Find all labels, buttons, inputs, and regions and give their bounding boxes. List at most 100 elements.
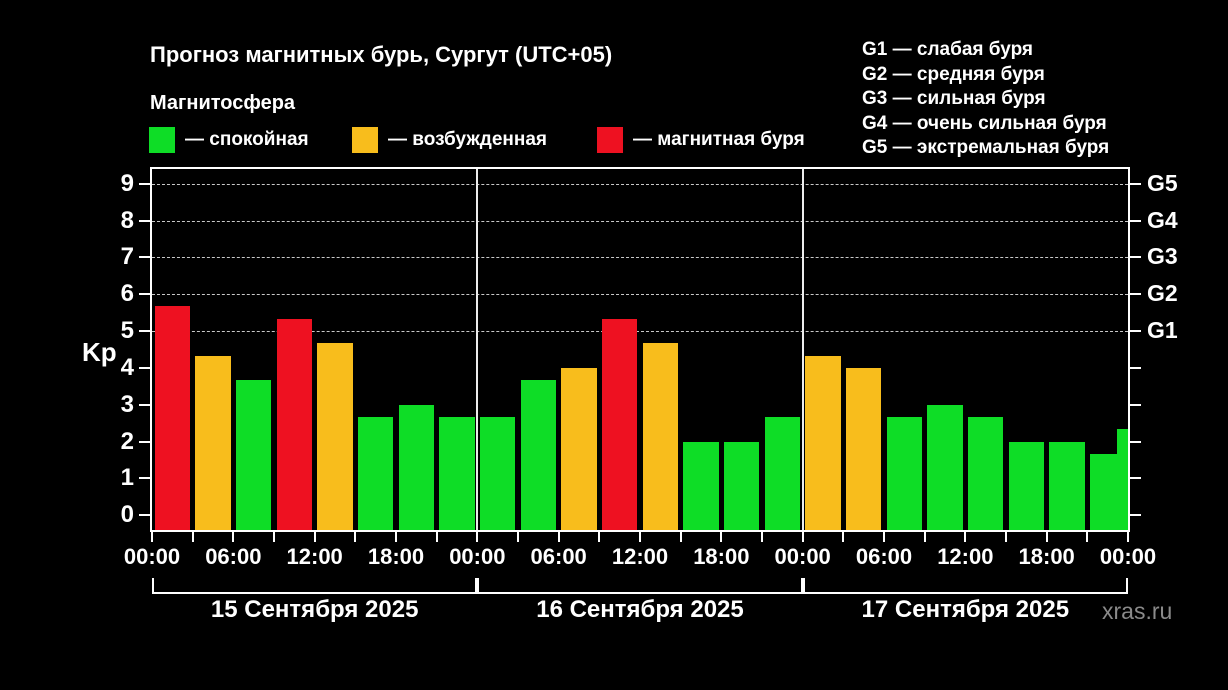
x-tick-21 xyxy=(1005,532,1007,542)
x-tick-3 xyxy=(273,532,275,542)
x-tick-24 xyxy=(1127,532,1129,542)
kp-bar-16-18:00 xyxy=(723,441,760,530)
storm-color-swatch xyxy=(597,127,623,153)
right-axis-label-G3: G3 xyxy=(1147,243,1178,270)
chart-title: Прогноз магнитных бурь, Сургут (UTC+05) xyxy=(150,42,613,67)
gridline-kp6 xyxy=(152,294,1128,296)
x-tick-16 xyxy=(801,532,804,542)
y-tick-label-9: 9 xyxy=(120,169,134,197)
x-tick-10 xyxy=(557,532,560,542)
y-tick-right-1 xyxy=(1130,477,1141,480)
kp-bar-15-03:00 xyxy=(195,355,231,530)
kp-bar-16-15:00 xyxy=(683,441,719,530)
x-tick-label-5: 06:00 xyxy=(530,544,587,569)
excited-color-swatch xyxy=(352,127,378,153)
x-tick-12 xyxy=(639,532,641,542)
x-tick-19 xyxy=(923,532,926,542)
kp-bar-15-12:00 xyxy=(317,343,353,530)
x-tick-20 xyxy=(964,532,967,542)
y-tick-right-5 xyxy=(1130,330,1141,333)
g-scale-line-4: G4 — очень сильная буря xyxy=(862,112,1107,134)
x-tick-1 xyxy=(191,532,194,542)
x-tick-2 xyxy=(232,532,235,542)
kp-bar-16-12:00 xyxy=(642,343,679,530)
y-tick-left-5 xyxy=(139,330,150,333)
y-tick-label-0: 0 xyxy=(120,501,134,529)
x-tick-label-11: 18:00 xyxy=(1018,544,1075,569)
x-tick-label-9: 06:00 xyxy=(855,544,913,569)
x-tick-17 xyxy=(842,532,845,542)
kp-bar-17-06:00 xyxy=(886,416,923,530)
x-tick-label-8: 00:00 xyxy=(774,544,831,569)
day-separator-2 xyxy=(801,169,804,530)
gridline-kp7 xyxy=(152,257,1128,259)
x-tick-label-2: 12:00 xyxy=(286,544,343,569)
right-axis-label-G5: G5 xyxy=(1147,169,1178,196)
y-tick-left-6 xyxy=(139,293,150,296)
x-tick-15 xyxy=(761,532,763,542)
g-scale-line-2: G2 — средняя буря xyxy=(862,63,1045,85)
day-bracket-1 xyxy=(152,578,478,594)
x-tick-8 xyxy=(476,532,479,542)
right-axis-label-G4: G4 xyxy=(1147,206,1178,233)
g-scale-line-1: G1 — слабая буря xyxy=(862,39,1034,60)
x-tick-4 xyxy=(313,532,316,542)
x-tick-label-4: 00:00 xyxy=(449,544,506,569)
gridline-kp5 xyxy=(152,331,1128,333)
watermark: xras.ru xyxy=(1102,598,1173,624)
y-tick-right-7 xyxy=(1130,256,1141,259)
quiet-label: — спокойная xyxy=(185,129,309,150)
kp-bar-16-03:00 xyxy=(520,380,557,530)
date-label-1: 15 Сентября 2025 xyxy=(210,596,419,623)
x-tick-9 xyxy=(517,532,519,542)
x-tick-label-3: 18:00 xyxy=(367,544,425,569)
x-tick-13 xyxy=(679,532,682,542)
legend-item-quiet: — спокойная xyxy=(149,127,309,153)
y-tick-left-2 xyxy=(139,440,150,443)
kp-bar-16-21:00 xyxy=(764,416,801,530)
x-tick-label-1: 06:00 xyxy=(205,544,262,569)
kp-bar-17-15:00 xyxy=(1008,441,1045,530)
kp-bar-15-09:00 xyxy=(276,318,313,530)
x-tick-22 xyxy=(1045,532,1048,542)
y-tick-label-6: 6 xyxy=(120,280,134,308)
g-scale-line-3: G3 — сильная буря xyxy=(862,88,1046,109)
kp-bar-17-00:00 xyxy=(805,355,841,530)
day-bracket-2 xyxy=(477,578,803,594)
kp-bar-next-partial xyxy=(1117,429,1128,530)
y-tick-left-0 xyxy=(139,514,150,517)
plot-area xyxy=(150,167,1130,532)
kp-bar-17-12:00 xyxy=(967,416,1004,530)
y-tick-left-7 xyxy=(139,256,150,259)
legend-item-excited: — возбужденная xyxy=(352,127,547,153)
right-axis-label-G2: G2 xyxy=(1147,280,1178,307)
kp-bar-15-18:00 xyxy=(398,404,435,530)
excited-label: — возбужденная xyxy=(388,129,548,150)
x-tick-5 xyxy=(354,532,357,542)
y-tick-label-1: 1 xyxy=(120,464,134,492)
y-tick-right-2 xyxy=(1130,440,1141,443)
x-tick-23 xyxy=(1086,532,1089,542)
kp-bar-16-06:00 xyxy=(561,367,597,530)
x-tick-6 xyxy=(395,532,397,542)
y-tick-right-6 xyxy=(1130,293,1141,296)
x-tick-label-0: 00:00 xyxy=(123,544,181,569)
y-tick-label-8: 8 xyxy=(120,206,134,234)
y-tick-label-7: 7 xyxy=(120,243,134,271)
date-label-3: 17 Сентября 2025 xyxy=(861,596,1070,623)
x-tick-label-7: 18:00 xyxy=(693,544,750,569)
kp-bar-17-18:00 xyxy=(1049,441,1085,530)
y-tick-left-3 xyxy=(139,403,150,406)
x-tick-7 xyxy=(435,532,438,542)
kp-bar-17-03:00 xyxy=(845,367,882,530)
y-tick-label-5: 5 xyxy=(120,317,134,345)
kp-bar-15-21:00 xyxy=(439,416,475,530)
x-tick-label-10: 12:00 xyxy=(937,544,994,569)
x-tick-0 xyxy=(151,532,153,542)
x-tick-label-6: 12:00 xyxy=(611,544,669,569)
y-tick-left-4 xyxy=(139,366,150,369)
x-tick-18 xyxy=(883,532,885,542)
right-axis-label-G1: G1 xyxy=(1147,317,1178,344)
y-tick-left-1 xyxy=(139,477,150,480)
